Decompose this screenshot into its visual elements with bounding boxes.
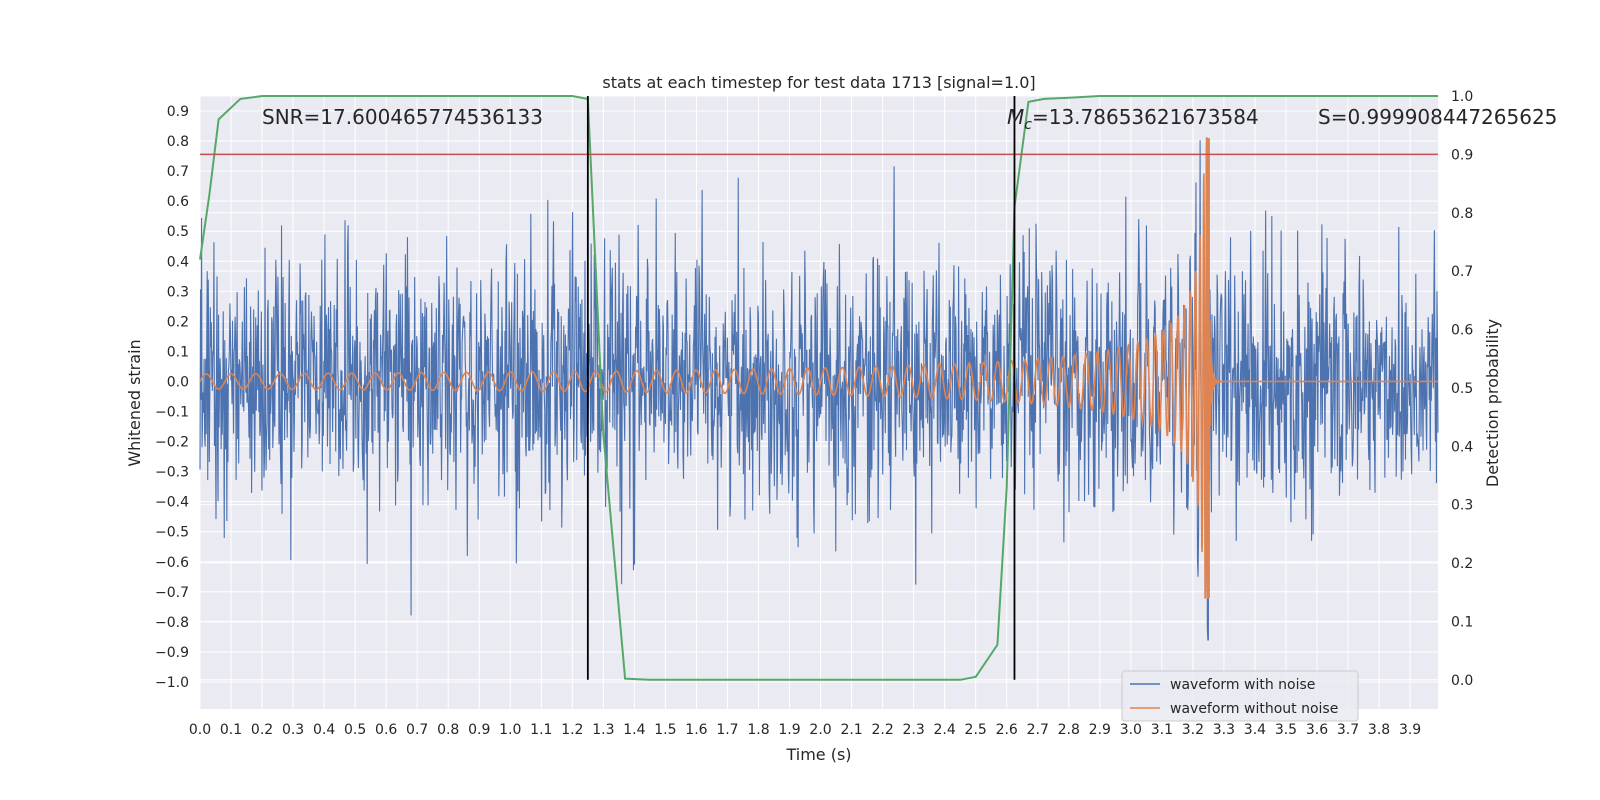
y-tick-label-right: 0.1 bbox=[1451, 614, 1473, 630]
y-tick-label-left: −0.1 bbox=[155, 405, 189, 421]
y-tick-label-right: 0.7 bbox=[1451, 264, 1473, 280]
x-tick-label: 3.4 bbox=[1244, 722, 1266, 738]
x-tick-label: 0.2 bbox=[251, 722, 273, 738]
x-tick-label: 2.4 bbox=[934, 722, 956, 738]
y-tick-label-left: −0.5 bbox=[155, 525, 189, 541]
x-tick-label: 0.4 bbox=[313, 722, 335, 738]
y-tick-label-left: 0.7 bbox=[167, 164, 189, 180]
grid bbox=[199, 95, 1438, 709]
y-tick-label-left: 0.8 bbox=[167, 134, 189, 150]
x-tick-label: 3.8 bbox=[1368, 722, 1390, 738]
y-tick-label-left: 0.1 bbox=[167, 344, 189, 360]
x-axis-label: Time (s) bbox=[785, 745, 851, 764]
detection-probability-line bbox=[199, 95, 1438, 681]
x-tick-label: 0.9 bbox=[468, 722, 490, 738]
x-tick-label: 0.6 bbox=[375, 722, 397, 738]
snr-annotation: SNR=17.600465774536133 bbox=[262, 105, 543, 129]
x-tick-label: 2.1 bbox=[840, 722, 862, 738]
y-tick-label-left: −0.7 bbox=[155, 585, 189, 601]
vertical-markers bbox=[586, 96, 1016, 680]
y-tick-label-left: 0.3 bbox=[167, 284, 189, 300]
y-axis-label-right: Detection probability bbox=[1483, 319, 1502, 487]
x-tick-label: 3.3 bbox=[1213, 722, 1235, 738]
x-tick-label: 0.3 bbox=[282, 722, 304, 738]
x-tick-label: 0.0 bbox=[189, 722, 211, 738]
legend-label-clean: waveform without noise bbox=[1170, 701, 1338, 717]
y-tick-label-left: −0.8 bbox=[155, 615, 189, 631]
x-tick-label: 1.9 bbox=[778, 722, 800, 738]
y-tick-label-right: 0.3 bbox=[1451, 498, 1473, 514]
y-tick-label-left: 0.9 bbox=[167, 104, 189, 120]
y-tick-label-right: 0.2 bbox=[1451, 556, 1473, 572]
score-annotation: S=0.999908447265625 bbox=[1318, 105, 1557, 129]
x-tick-label: 2.9 bbox=[1089, 722, 1111, 738]
x-tick-label: 1.8 bbox=[747, 722, 769, 738]
noise-waveform-line bbox=[199, 140, 1439, 641]
y-tick-label-left: −0.2 bbox=[155, 435, 189, 451]
y-tick-label-left: 0.4 bbox=[167, 254, 189, 270]
x-tick-label: 0.1 bbox=[220, 722, 242, 738]
chirp-mass-annotation: Mc=13.78653621673584 bbox=[1007, 105, 1259, 133]
x-tick-label: 1.2 bbox=[561, 722, 583, 738]
y-tick-label-right: 0.9 bbox=[1451, 147, 1473, 163]
x-tick-label: 2.3 bbox=[903, 722, 925, 738]
x-tick-label: 1.5 bbox=[654, 722, 676, 738]
y-tick-label-left: −0.4 bbox=[155, 495, 189, 511]
y-tick-label-left: −0.3 bbox=[155, 465, 189, 481]
series-waveform-with-noise bbox=[199, 140, 1439, 641]
x-tick-label: 0.5 bbox=[344, 722, 366, 738]
y-tick-label-right: 0.5 bbox=[1451, 381, 1473, 397]
x-tick-label: 3.0 bbox=[1120, 722, 1142, 738]
chirp-mass-value: =13.78653621673584 bbox=[1032, 105, 1259, 129]
x-tick-label: 2.6 bbox=[996, 722, 1018, 738]
x-tick-label: 1.0 bbox=[499, 722, 521, 738]
y-tick-label-left: 0.2 bbox=[167, 314, 189, 330]
x-tick-label: 0.8 bbox=[437, 722, 459, 738]
x-tick-label: 2.0 bbox=[809, 722, 831, 738]
y-axis-label-left: Whitened strain bbox=[125, 339, 144, 466]
x-tick-label: 2.7 bbox=[1027, 722, 1049, 738]
series-waveform-without-noise bbox=[199, 137, 1438, 599]
y-tick-label-left: −1.0 bbox=[155, 675, 189, 691]
x-tick-label: 3.5 bbox=[1275, 722, 1297, 738]
y-tick-label-right: 0.0 bbox=[1451, 673, 1473, 689]
x-tick-label: 3.2 bbox=[1182, 722, 1204, 738]
legend: waveform with noise waveform without noi… bbox=[1121, 670, 1359, 722]
y-tick-label-left: −0.9 bbox=[155, 645, 189, 661]
clean-waveform-line bbox=[199, 137, 1438, 599]
y-tick-labels-right: 1.0 0.9 0.8 0.7 0.6 0.5 0.4 0.3 0.2 0.1 0.0 bbox=[1451, 89, 1473, 689]
x-tick-label: 2.2 bbox=[871, 722, 893, 738]
y-tick-label-right: 0.4 bbox=[1451, 439, 1473, 455]
x-tick-label: 3.6 bbox=[1306, 722, 1328, 738]
y-tick-labels-left: 0.9 0.8 0.7 0.6 0.5 0.4 0.3 0.2 0.1 0.0 −0.1 −0.2 −0… bbox=[155, 104, 189, 691]
series-detection-probability bbox=[199, 95, 1438, 681]
y-tick-label-left: 0.5 bbox=[167, 224, 189, 240]
x-tick-label: 2.8 bbox=[1058, 722, 1080, 738]
x-tick-label: 1.6 bbox=[685, 722, 707, 738]
x-tick-label: 1.1 bbox=[530, 722, 552, 738]
y-tick-label-right: 0.6 bbox=[1451, 323, 1473, 339]
chart-title: stats at each timestep for test data 171… bbox=[602, 73, 1035, 92]
x-tick-label: 2.5 bbox=[965, 722, 987, 738]
x-tick-label: 3.7 bbox=[1337, 722, 1359, 738]
chirp-mass-subscript: c bbox=[1024, 117, 1032, 133]
y-tick-label-left: 0.6 bbox=[167, 194, 189, 210]
y-tick-label-right: 0.8 bbox=[1451, 206, 1473, 222]
legend-box bbox=[1121, 670, 1359, 722]
y-tick-label-right: 1.0 bbox=[1451, 89, 1473, 105]
legend-label-noise: waveform with noise bbox=[1170, 677, 1315, 693]
chirp-mass-symbol: M bbox=[1007, 105, 1024, 129]
x-tick-label: 1.7 bbox=[716, 722, 738, 738]
x-tick-label: 1.3 bbox=[592, 722, 614, 738]
x-tick-label: 1.4 bbox=[623, 722, 645, 738]
x-tick-label: 3.1 bbox=[1151, 722, 1173, 738]
x-tick-labels: 0.0 0.1 0.2 0.3 0.4 0.5 0.6 0.7 0.8 0.9 1.0 1.1 1.2 1… bbox=[189, 722, 1421, 738]
y-tick-label-left: −0.6 bbox=[155, 555, 189, 571]
x-tick-label: 0.7 bbox=[406, 722, 428, 738]
y-tick-label-left: 0.0 bbox=[167, 374, 189, 390]
x-tick-label: 3.9 bbox=[1399, 722, 1421, 738]
